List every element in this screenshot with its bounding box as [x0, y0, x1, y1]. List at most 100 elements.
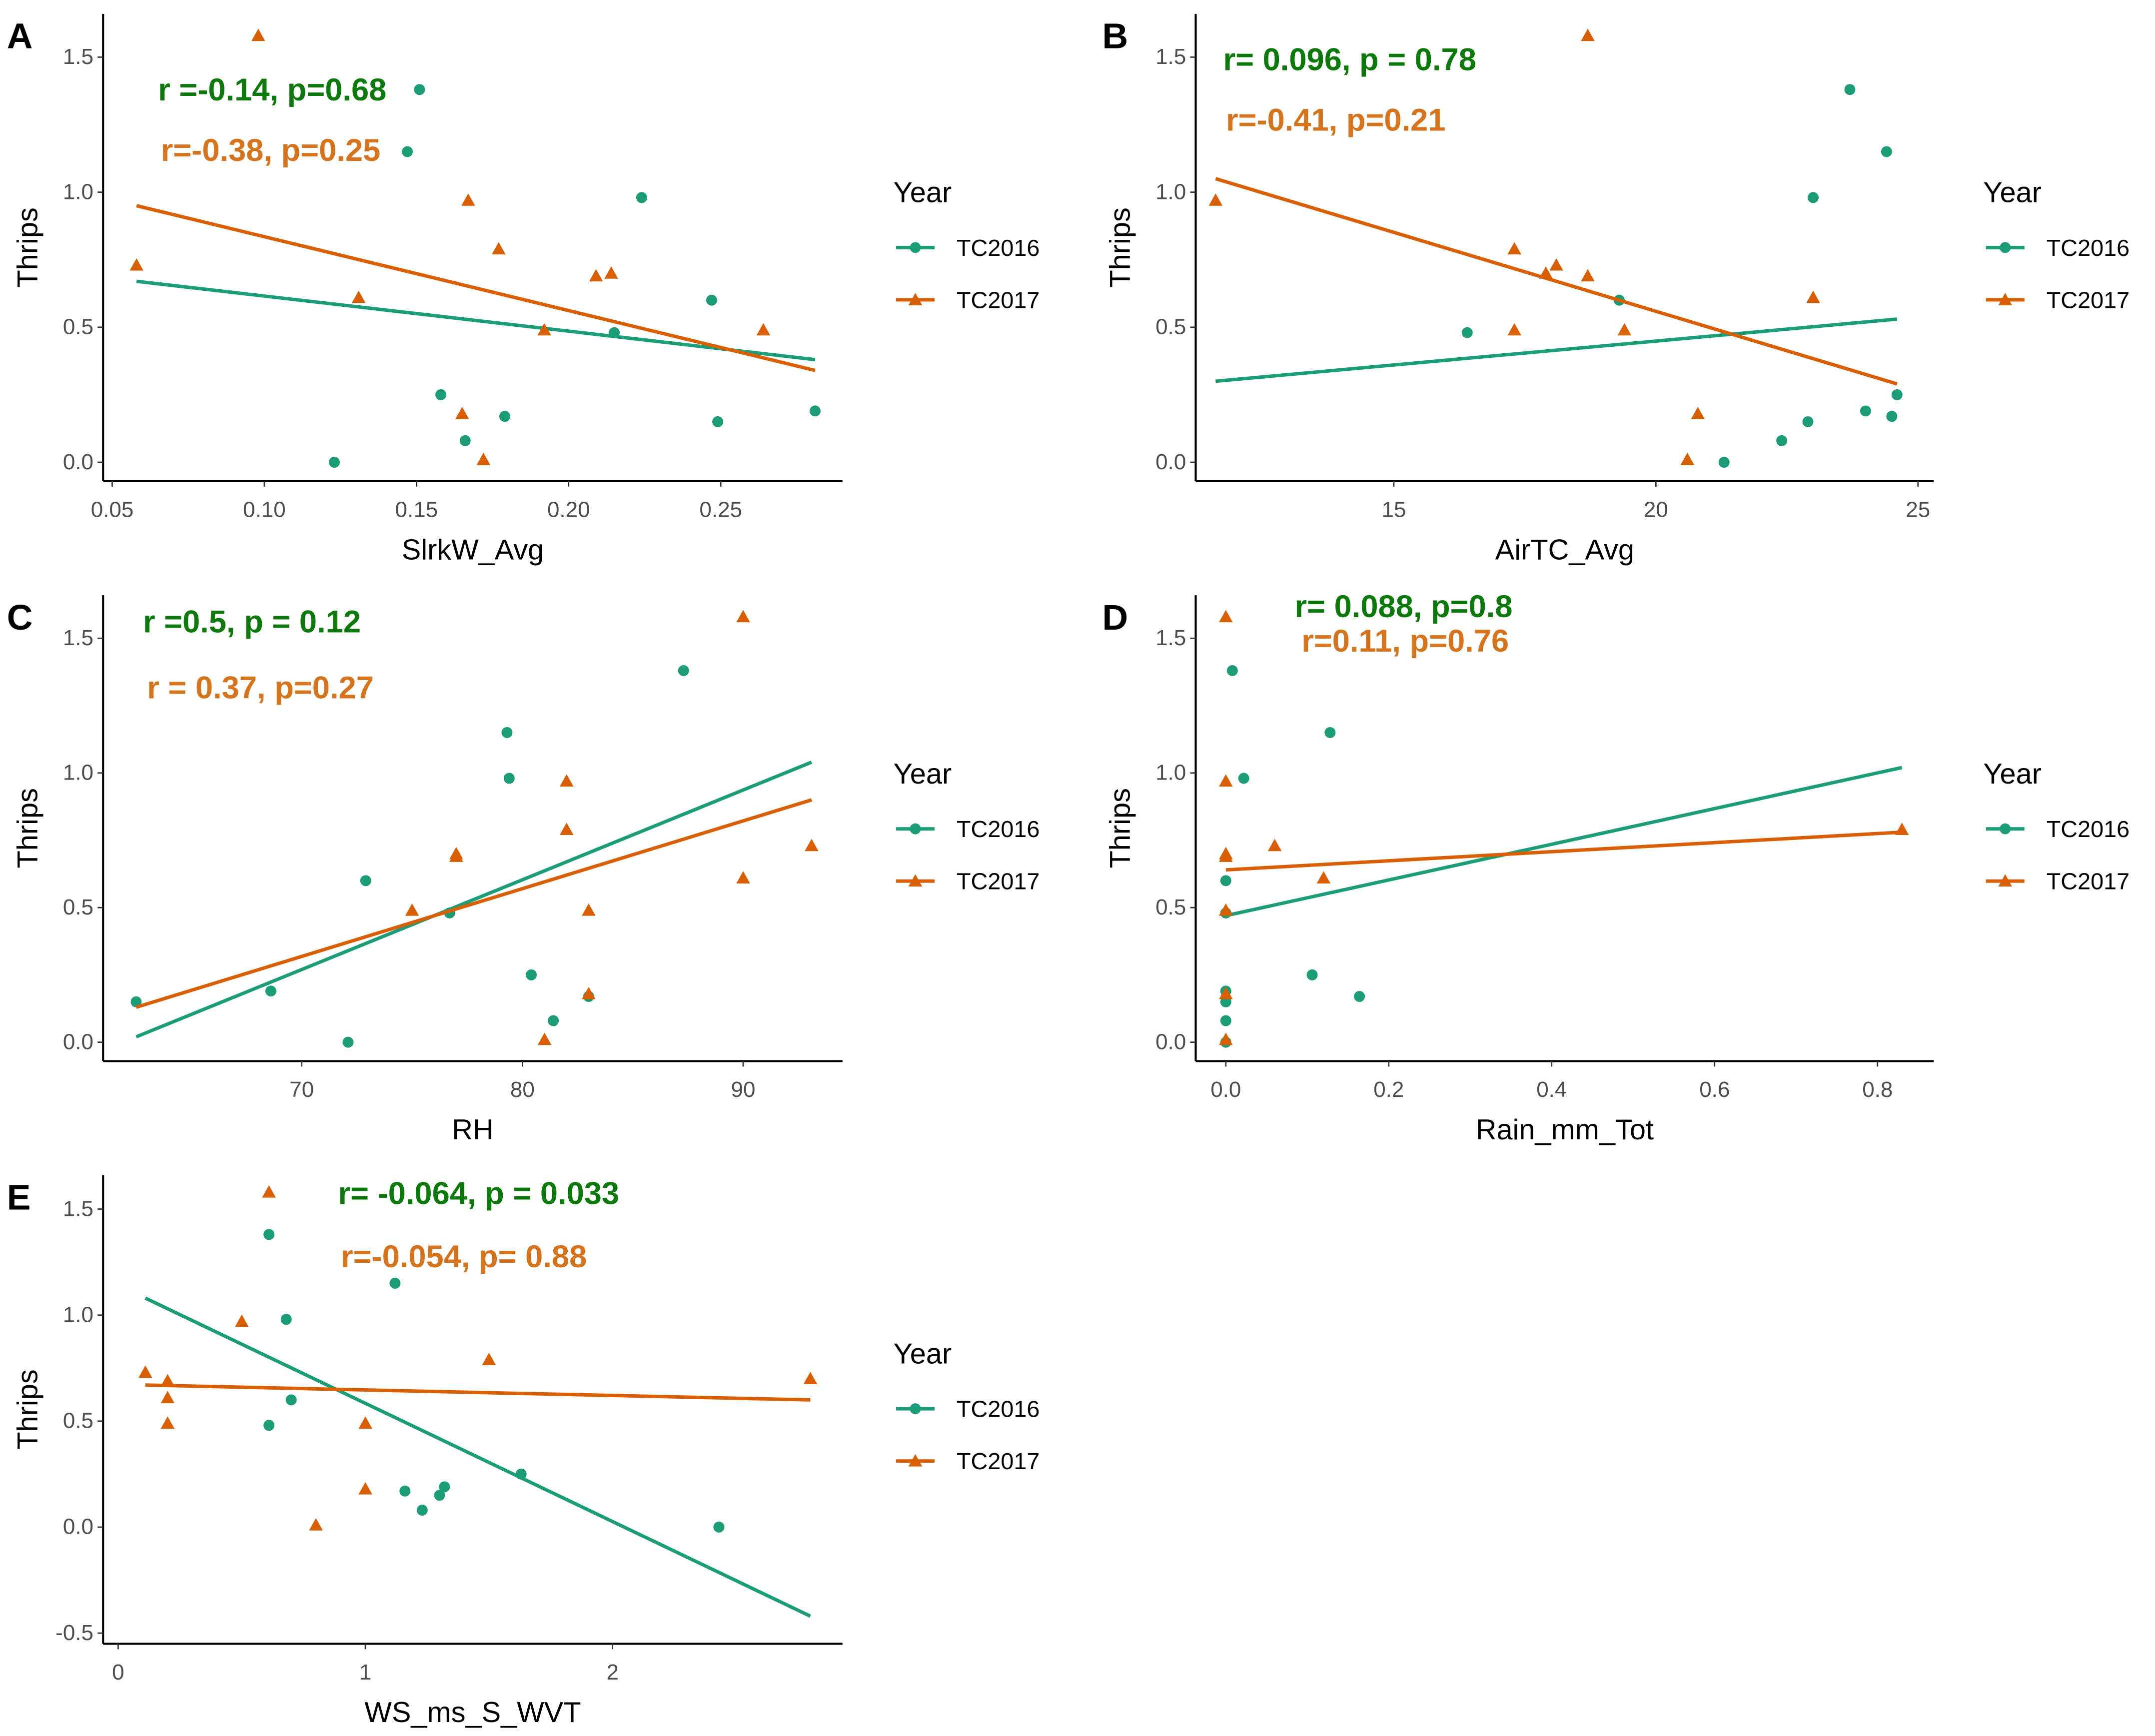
y-tick-label: 1.0	[63, 1302, 93, 1327]
panel-B: B 0.0 0.5 1.0 1.5 15 20 25 AirTC_Avg Thrips r= 0.0…	[1102, 13, 2130, 566]
x-tick-label: 0.6	[1699, 1077, 1730, 1102]
panel-letter: A	[7, 16, 33, 56]
x-axis-title: Rain_mm_Tot	[1476, 1114, 1654, 1146]
point-TC2017	[537, 323, 551, 336]
point-TC2017	[1507, 242, 1521, 255]
point-TC2016	[399, 1485, 411, 1497]
x-tick-label: 15	[1381, 497, 1406, 522]
point-TC2016	[263, 1229, 275, 1240]
point-TC2016	[1881, 146, 1892, 157]
point-TC2016	[1461, 327, 1473, 338]
x-tick-label: 0.15	[395, 497, 438, 522]
point-TC2016	[1220, 1015, 1231, 1026]
point-TC2016	[459, 435, 471, 446]
point-TC2017	[1219, 774, 1233, 787]
point-TC2017	[405, 903, 419, 916]
point-TC2017	[160, 1374, 175, 1387]
x-tick-label: 25	[1906, 497, 1930, 522]
point-TC2017	[476, 452, 491, 465]
correlation-annotation: r= -0.064, p = 0.033	[338, 1176, 620, 1211]
point-TC2017	[582, 986, 596, 999]
point-TC2017	[1581, 269, 1595, 282]
x-axis-title: RH	[452, 1114, 493, 1146]
y-tick-label: 0.0	[1155, 450, 1186, 474]
point-TC2017	[537, 1032, 552, 1045]
point-TC2017	[1208, 193, 1223, 206]
panel-letter: C	[7, 598, 33, 638]
fit-line-TC2016	[144, 1296, 811, 1618]
x-tick-label: 2	[606, 1660, 618, 1685]
point-TC2016	[1860, 405, 1871, 417]
point-TC2017	[1806, 290, 1820, 303]
point-TC2017	[1316, 871, 1331, 883]
panel-D: D 0.0 0.5 1.0 1.5 0.0 0.2 0.4 0.6 0.8 Rain_mm_Tot T…	[1102, 589, 2130, 1146]
point-TC2016	[706, 294, 717, 306]
legend-key-marker	[2000, 242, 2011, 253]
correlation-annotation: r= 0.088, p=0.8	[1295, 589, 1513, 624]
x-tick-label: 0.4	[1536, 1077, 1567, 1102]
legend-title: Year	[894, 1338, 952, 1370]
legend-label: TC2016	[957, 1396, 1040, 1422]
fit-line-TC2016	[136, 279, 816, 362]
x-axis-title: WS_ms_S_WVT	[364, 1697, 581, 1729]
correlation-annotation: r = 0.37, p=0.27	[147, 670, 374, 705]
point-TC2016	[809, 405, 821, 417]
point-TC2016	[1802, 416, 1814, 427]
y-tick-label: 0.5	[63, 1409, 93, 1433]
legend-key-marker	[910, 823, 921, 835]
y-tick-label: 0.0	[63, 1515, 93, 1539]
point-TC2017	[559, 774, 574, 787]
legend-label: TC2017	[957, 287, 1040, 313]
y-tick-label: 0.0	[63, 450, 93, 474]
legend-title: Year	[1983, 177, 2042, 209]
x-tick-label: 0.05	[91, 497, 134, 522]
point-TC2016	[1886, 411, 1898, 422]
fit-line-TC2016	[135, 761, 813, 1039]
point-TC2017	[1549, 258, 1563, 271]
point-TC2017	[449, 850, 463, 862]
y-tick-label: 1.0	[63, 179, 93, 204]
correlation-annotation: r=-0.41, p=0.21	[1226, 103, 1446, 138]
point-TC2016	[1718, 457, 1730, 468]
x-tick-label: 0.8	[1862, 1077, 1893, 1102]
point-TC2016	[636, 192, 647, 203]
legend-key-marker	[1998, 874, 2012, 887]
panel-A: A 0.0 0.5 1.0 1.5 0.05 0.10 0.15 0.20 0.25 SlrkW_A…	[7, 13, 1040, 566]
point-TC2016	[499, 411, 510, 422]
y-tick-label: 0.0	[1155, 1029, 1186, 1054]
point-TC2016	[678, 665, 689, 677]
point-TC2017	[805, 839, 819, 852]
y-axis-title: Thrips	[11, 207, 43, 287]
point-TC2017	[160, 1391, 175, 1404]
y-tick-label: 1.0	[1155, 179, 1186, 204]
legend-label: TC2016	[957, 235, 1040, 261]
panel-E: E -0.5 0.0 0.5 1.0 1.5 0 1 2 WS_ms_S_WVT Thrips r= …	[7, 1175, 1040, 1729]
point-TC2017	[1267, 839, 1282, 852]
y-axis-title: Thrips	[1104, 207, 1136, 287]
point-TC2016	[328, 457, 340, 468]
y-tick-label: 0.5	[63, 895, 93, 919]
point-TC2016	[263, 1420, 275, 1431]
point-TC2017	[138, 1365, 152, 1378]
point-TC2016	[548, 1015, 559, 1026]
legend-key-marker	[908, 1454, 923, 1467]
panel-letter: B	[1102, 16, 1128, 56]
legend-label: TC2016	[2047, 816, 2130, 842]
fit-line-TC2016	[1225, 766, 1903, 917]
point-TC2016	[280, 1314, 292, 1325]
point-TC2017	[1507, 323, 1521, 336]
x-tick-label: 80	[510, 1077, 535, 1102]
legend-key-marker	[2000, 823, 2011, 835]
point-TC2016	[342, 1036, 354, 1048]
legend-title: Year	[894, 758, 952, 790]
point-TC2016	[1844, 84, 1856, 95]
point-TC2017	[358, 1416, 372, 1429]
point-TC2017	[1219, 986, 1233, 999]
x-tick-label: 70	[289, 1077, 314, 1102]
point-TC2016	[1226, 665, 1238, 677]
point-TC2017	[1219, 903, 1233, 916]
point-TC2017	[1617, 323, 1632, 336]
